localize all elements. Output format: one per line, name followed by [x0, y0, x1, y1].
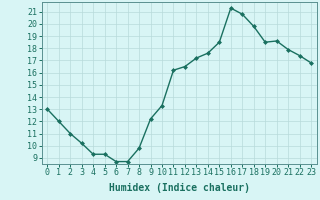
X-axis label: Humidex (Indice chaleur): Humidex (Indice chaleur) [109, 183, 250, 193]
